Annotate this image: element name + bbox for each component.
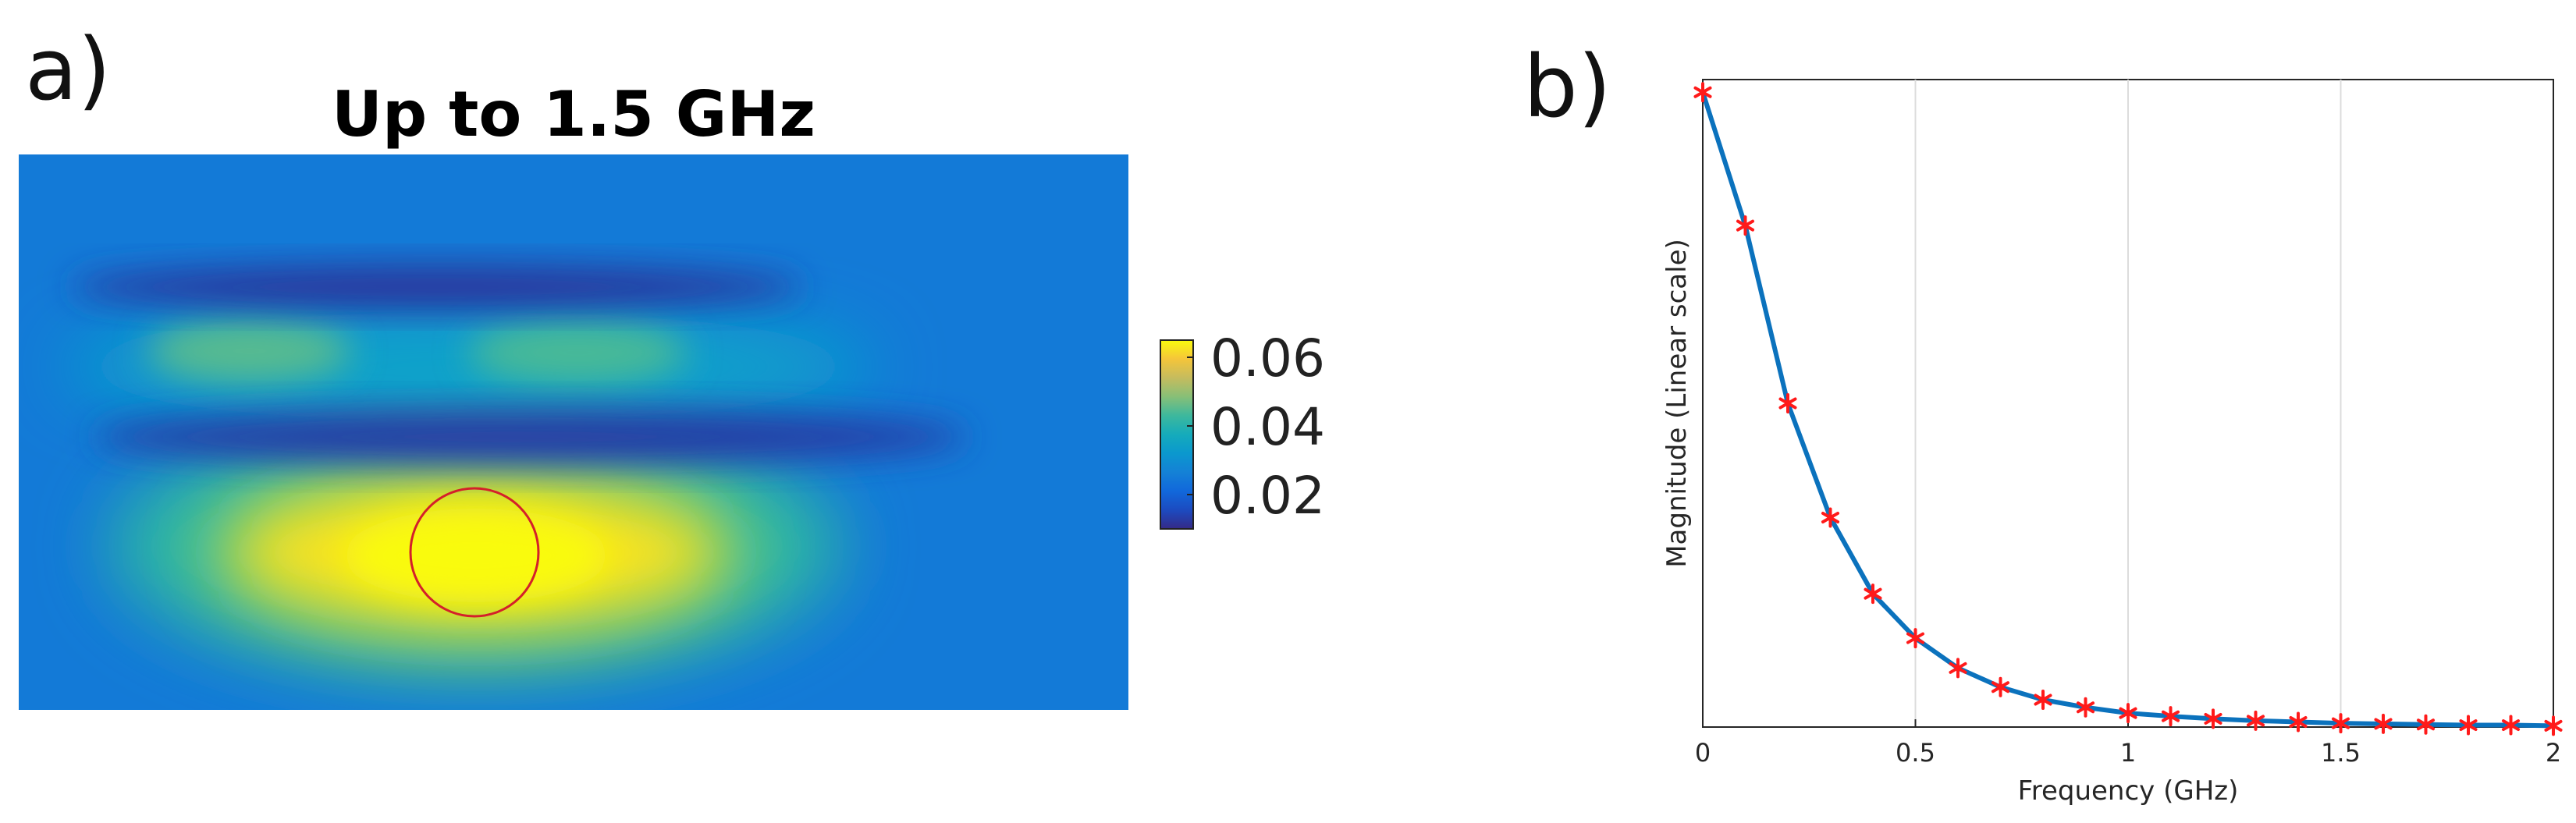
heatmap-target-circle	[409, 487, 540, 618]
x-tick-label: 1.5	[2321, 738, 2361, 768]
colorbar-gradient	[1160, 339, 1194, 530]
data-point-marker	[2459, 715, 2478, 736]
data-point-marker	[2246, 710, 2265, 731]
heatmap-title: Up to 1.5 GHz	[332, 78, 815, 151]
data-point-marker	[2501, 715, 2521, 736]
y-axis-label: Magnitude (Linear scale)	[1661, 239, 1693, 568]
data-point-marker	[1736, 215, 1755, 236]
data-point-marker	[2289, 711, 2308, 733]
x-tick-label: 2	[2546, 738, 2561, 768]
panel-label-a: a)	[25, 20, 112, 119]
data-point-marker	[2416, 714, 2436, 735]
heatmap-hot-core	[343, 509, 609, 602]
data-point-marker	[2331, 713, 2350, 734]
heatmap-warm-patch	[148, 320, 351, 382]
data-point-marker	[1906, 628, 1925, 649]
data-point-marker	[2204, 708, 2222, 729]
colorbar-tick-label: 0.02	[1210, 466, 1325, 526]
heatmap-cold-band	[94, 409, 968, 465]
colorbar-tick-label: 0.06	[1210, 328, 1325, 388]
colorbar-tick-label: 0.04	[1210, 397, 1325, 457]
x-tick-label: 1	[2120, 738, 2136, 768]
heatmap	[19, 154, 1128, 710]
heatmap-warm-patch	[468, 321, 687, 384]
data-point-marker	[1864, 584, 1882, 605]
panel-label-b: b)	[1523, 37, 1611, 137]
data-point-marker	[1693, 82, 1712, 103]
data-point-marker	[1949, 658, 1967, 679]
data-point-marker	[2161, 706, 2180, 727]
data-point-marker	[2034, 690, 2052, 711]
x-axis-label: Frequency (GHz)	[2018, 775, 2239, 807]
x-tick-label: 0	[1695, 738, 1711, 768]
data-point-marker	[2374, 713, 2393, 734]
line-chart: 0 0.5 1 1.5 2 Frequency (GHz) Magnitude (Lin…	[1661, 79, 2563, 807]
heatmap-cold-band	[70, 265, 804, 309]
data-point-marker	[1991, 676, 2010, 697]
data-point-marker	[1778, 393, 1797, 413]
colorbar: 0.06 0.04 0.02	[1160, 328, 1325, 530]
data-point-marker	[2119, 703, 2137, 724]
data-point-marker	[1821, 507, 1840, 528]
x-tick-label: 0.5	[1896, 738, 1935, 768]
data-point-marker	[2076, 697, 2095, 718]
data-point-marker	[2544, 715, 2563, 736]
